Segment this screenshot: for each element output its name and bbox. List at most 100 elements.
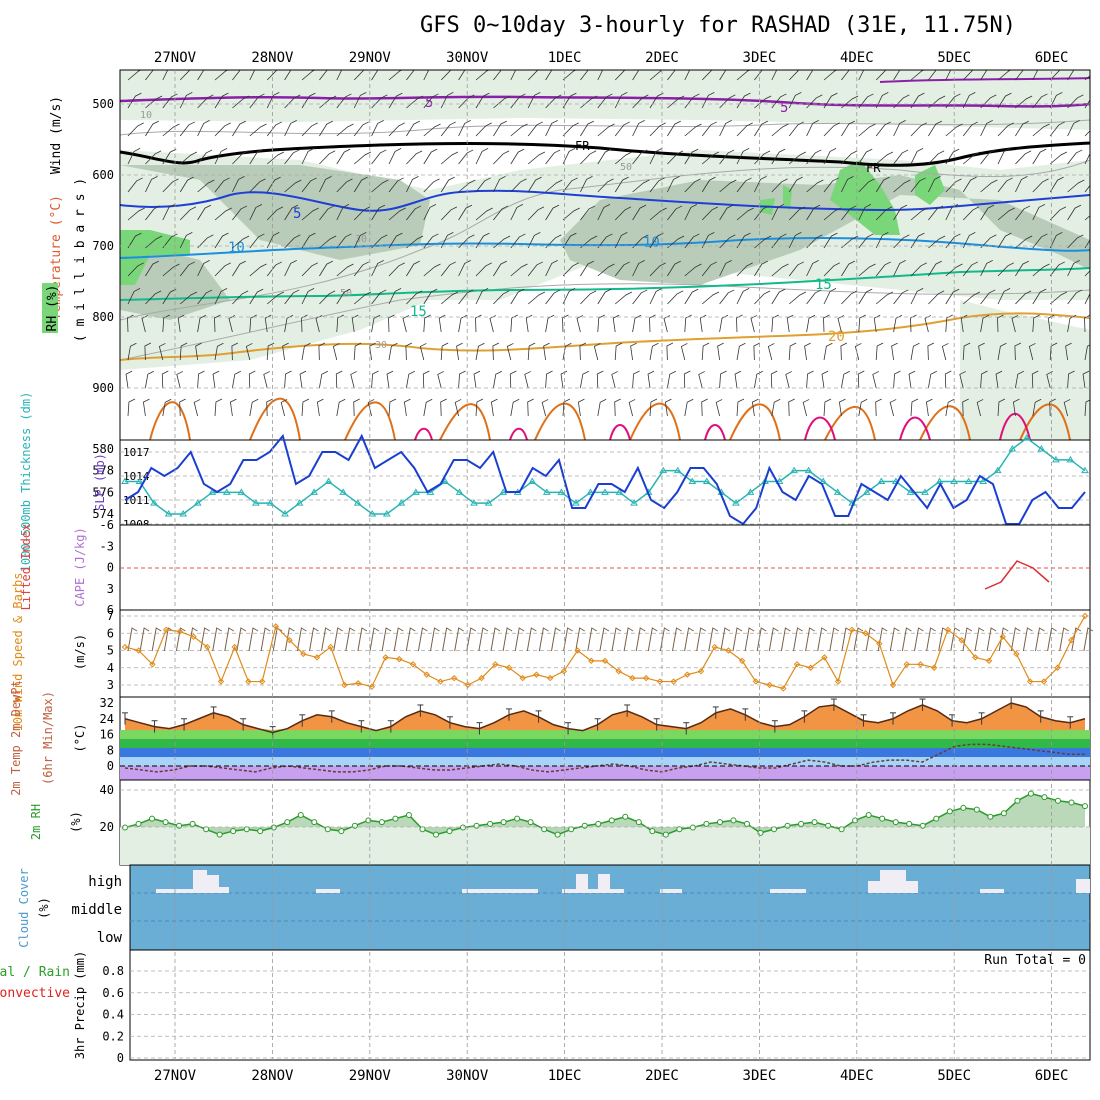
rh-marker (662, 831, 669, 838)
upper-barb (945, 148, 960, 165)
upper-barb (249, 123, 267, 137)
cloud-level-low: low (97, 930, 123, 946)
upper-barb (632, 314, 642, 333)
rh-marker (216, 831, 223, 838)
wind-marker (972, 654, 979, 661)
upper-barb (371, 234, 388, 249)
rh-marker (906, 820, 913, 827)
upper-barb (858, 314, 866, 333)
upper-barb (667, 70, 676, 81)
rh-marker (527, 819, 534, 826)
upper-barb (667, 260, 681, 277)
wind-barb (817, 627, 827, 652)
wind-barb (793, 627, 803, 652)
upper-barb (438, 314, 446, 333)
cape-y-ticks: -6 -3 0 3 6 (100, 518, 114, 617)
wind-barb (478, 627, 489, 652)
upper-barb (750, 315, 758, 333)
upper-barb (823, 314, 830, 333)
upper-barb (997, 232, 1012, 249)
rh-marker (798, 820, 805, 827)
upper-barb (249, 204, 263, 221)
wind-barb (514, 627, 525, 652)
temp-band (120, 757, 1090, 766)
date-label: 3DEC (743, 1068, 777, 1084)
upper-barb (319, 70, 328, 81)
tick-label: 8 (107, 743, 114, 757)
ylabel-precip: 3hr Precip (mm) (73, 951, 87, 1059)
wind-marker (1026, 678, 1034, 685)
cloud-block (868, 881, 918, 893)
upper-barb (245, 343, 253, 361)
isotherm-10 (120, 236, 1090, 259)
upper-barb (1047, 314, 1055, 333)
upper-barb (754, 176, 767, 193)
wind-marker (629, 674, 636, 682)
upper-barb (423, 123, 441, 137)
thickness-marker (979, 477, 988, 484)
tick-label: 500 (92, 97, 114, 111)
rh-shade-mid (120, 165, 430, 260)
upper-barb (1031, 370, 1039, 389)
upper-barb (614, 70, 626, 81)
upper-barb (197, 149, 213, 165)
label-temp-20: 20 (828, 329, 845, 345)
upper-barb (928, 260, 942, 277)
upper-barb (823, 148, 837, 165)
upper-barb (319, 290, 336, 305)
wind-marker (684, 671, 691, 678)
tick-label: 16 (100, 728, 114, 742)
upper-barb (841, 150, 858, 165)
upper-barb (232, 235, 250, 249)
upper-barb (353, 70, 365, 81)
wind-marker (601, 657, 609, 665)
cloud-block (770, 889, 806, 893)
upper-barb (388, 262, 405, 277)
wind-barb (914, 627, 924, 652)
upper-barb (161, 370, 169, 389)
legend-total-rain: Total / Rain (0, 965, 70, 980)
rh-marker (541, 826, 548, 833)
rh-marker (608, 817, 615, 824)
isotherm-5-mid (120, 189, 1090, 212)
upper-barb (301, 288, 315, 305)
wind-barb (309, 627, 319, 652)
upper-barb (301, 232, 316, 249)
upper-barb (475, 398, 484, 417)
upper-barb (284, 179, 302, 193)
upper-barb (319, 205, 335, 221)
wind-marker (162, 626, 170, 634)
temp2m-line (124, 702, 1086, 734)
upper-barb (197, 120, 210, 137)
upper-barb (1032, 288, 1047, 305)
upper-barb (580, 176, 593, 193)
cloud-block (462, 889, 538, 893)
temp-warm-fill (125, 703, 1085, 730)
date-label: 28NOV (251, 1068, 294, 1084)
slp-line (124, 433, 1086, 526)
wind-barb (296, 627, 307, 652)
upper-barb (614, 176, 629, 193)
upper-barb (770, 370, 778, 389)
label-temp-10: 10 (643, 235, 660, 251)
upper-barb (597, 263, 615, 277)
upper-barb (162, 148, 177, 165)
upper-barb (632, 204, 647, 221)
upper-barb (527, 176, 542, 193)
wind-marker (478, 674, 485, 682)
cloud-block (156, 889, 196, 893)
date-label: 5DEC (937, 50, 971, 66)
rh-marker (162, 819, 169, 826)
rh-marker (284, 819, 291, 826)
upper-barb (301, 207, 319, 221)
wind-marker (217, 678, 225, 685)
upper-barb (1067, 260, 1080, 277)
upper-barb (1084, 184, 1090, 193)
upper-barb (249, 288, 264, 305)
label-rh-30: 30 (355, 234, 367, 245)
rh-marker (838, 826, 845, 833)
upper-barb (754, 370, 763, 389)
upper-barb (614, 151, 633, 165)
wind-marker (588, 657, 595, 665)
wind-barb (551, 627, 561, 652)
